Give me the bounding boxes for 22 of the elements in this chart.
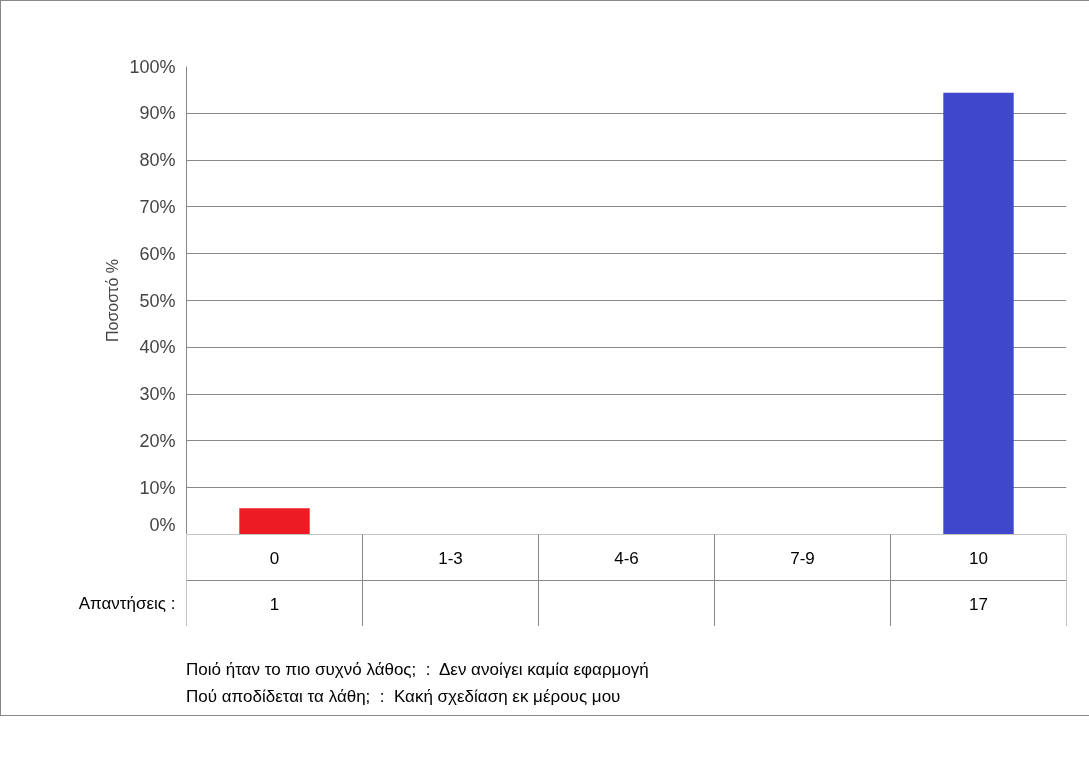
- y-tick-label: 100%: [129, 56, 176, 77]
- text: Ποιό ήταν το πιο συχνό λάθος; : Δεν ανοίγει καμία εφαρμογή: [186, 659, 649, 681]
- y-tick-label: 60%: [139, 243, 176, 264]
- text: Πού αποδίδεται τα λάθη; : Κακή σχεδίαση εκ μέρους μου: [186, 686, 622, 709]
- text: Απαντήσεις :: [78, 594, 176, 613]
- y-tick-label: 30%: [139, 384, 176, 405]
- x-tick-label: 7-9: [790, 548, 815, 568]
- y-tick-label: 40%: [139, 337, 176, 358]
- x-tick-label: 4-6: [614, 548, 639, 568]
- x-tick-label: 1-3: [438, 548, 463, 568]
- x-tick-label: 10: [969, 548, 988, 568]
- y-tick-label: 70%: [139, 196, 176, 217]
- y-tick-label: 10%: [139, 477, 176, 498]
- data-label: 1: [269, 594, 280, 614]
- data-label: 17: [969, 594, 988, 614]
- y-tick-label: 20%: [139, 430, 176, 451]
- y-tick-label: 90%: [139, 103, 176, 124]
- y-tick-label: 0%: [149, 514, 176, 535]
- y-tick-label: 80%: [139, 150, 176, 171]
- y-axis-title: Ποσοστό %: [104, 259, 122, 342]
- y-tick-label: 50%: [139, 290, 176, 311]
- x-tick-label: 0: [269, 548, 280, 568]
